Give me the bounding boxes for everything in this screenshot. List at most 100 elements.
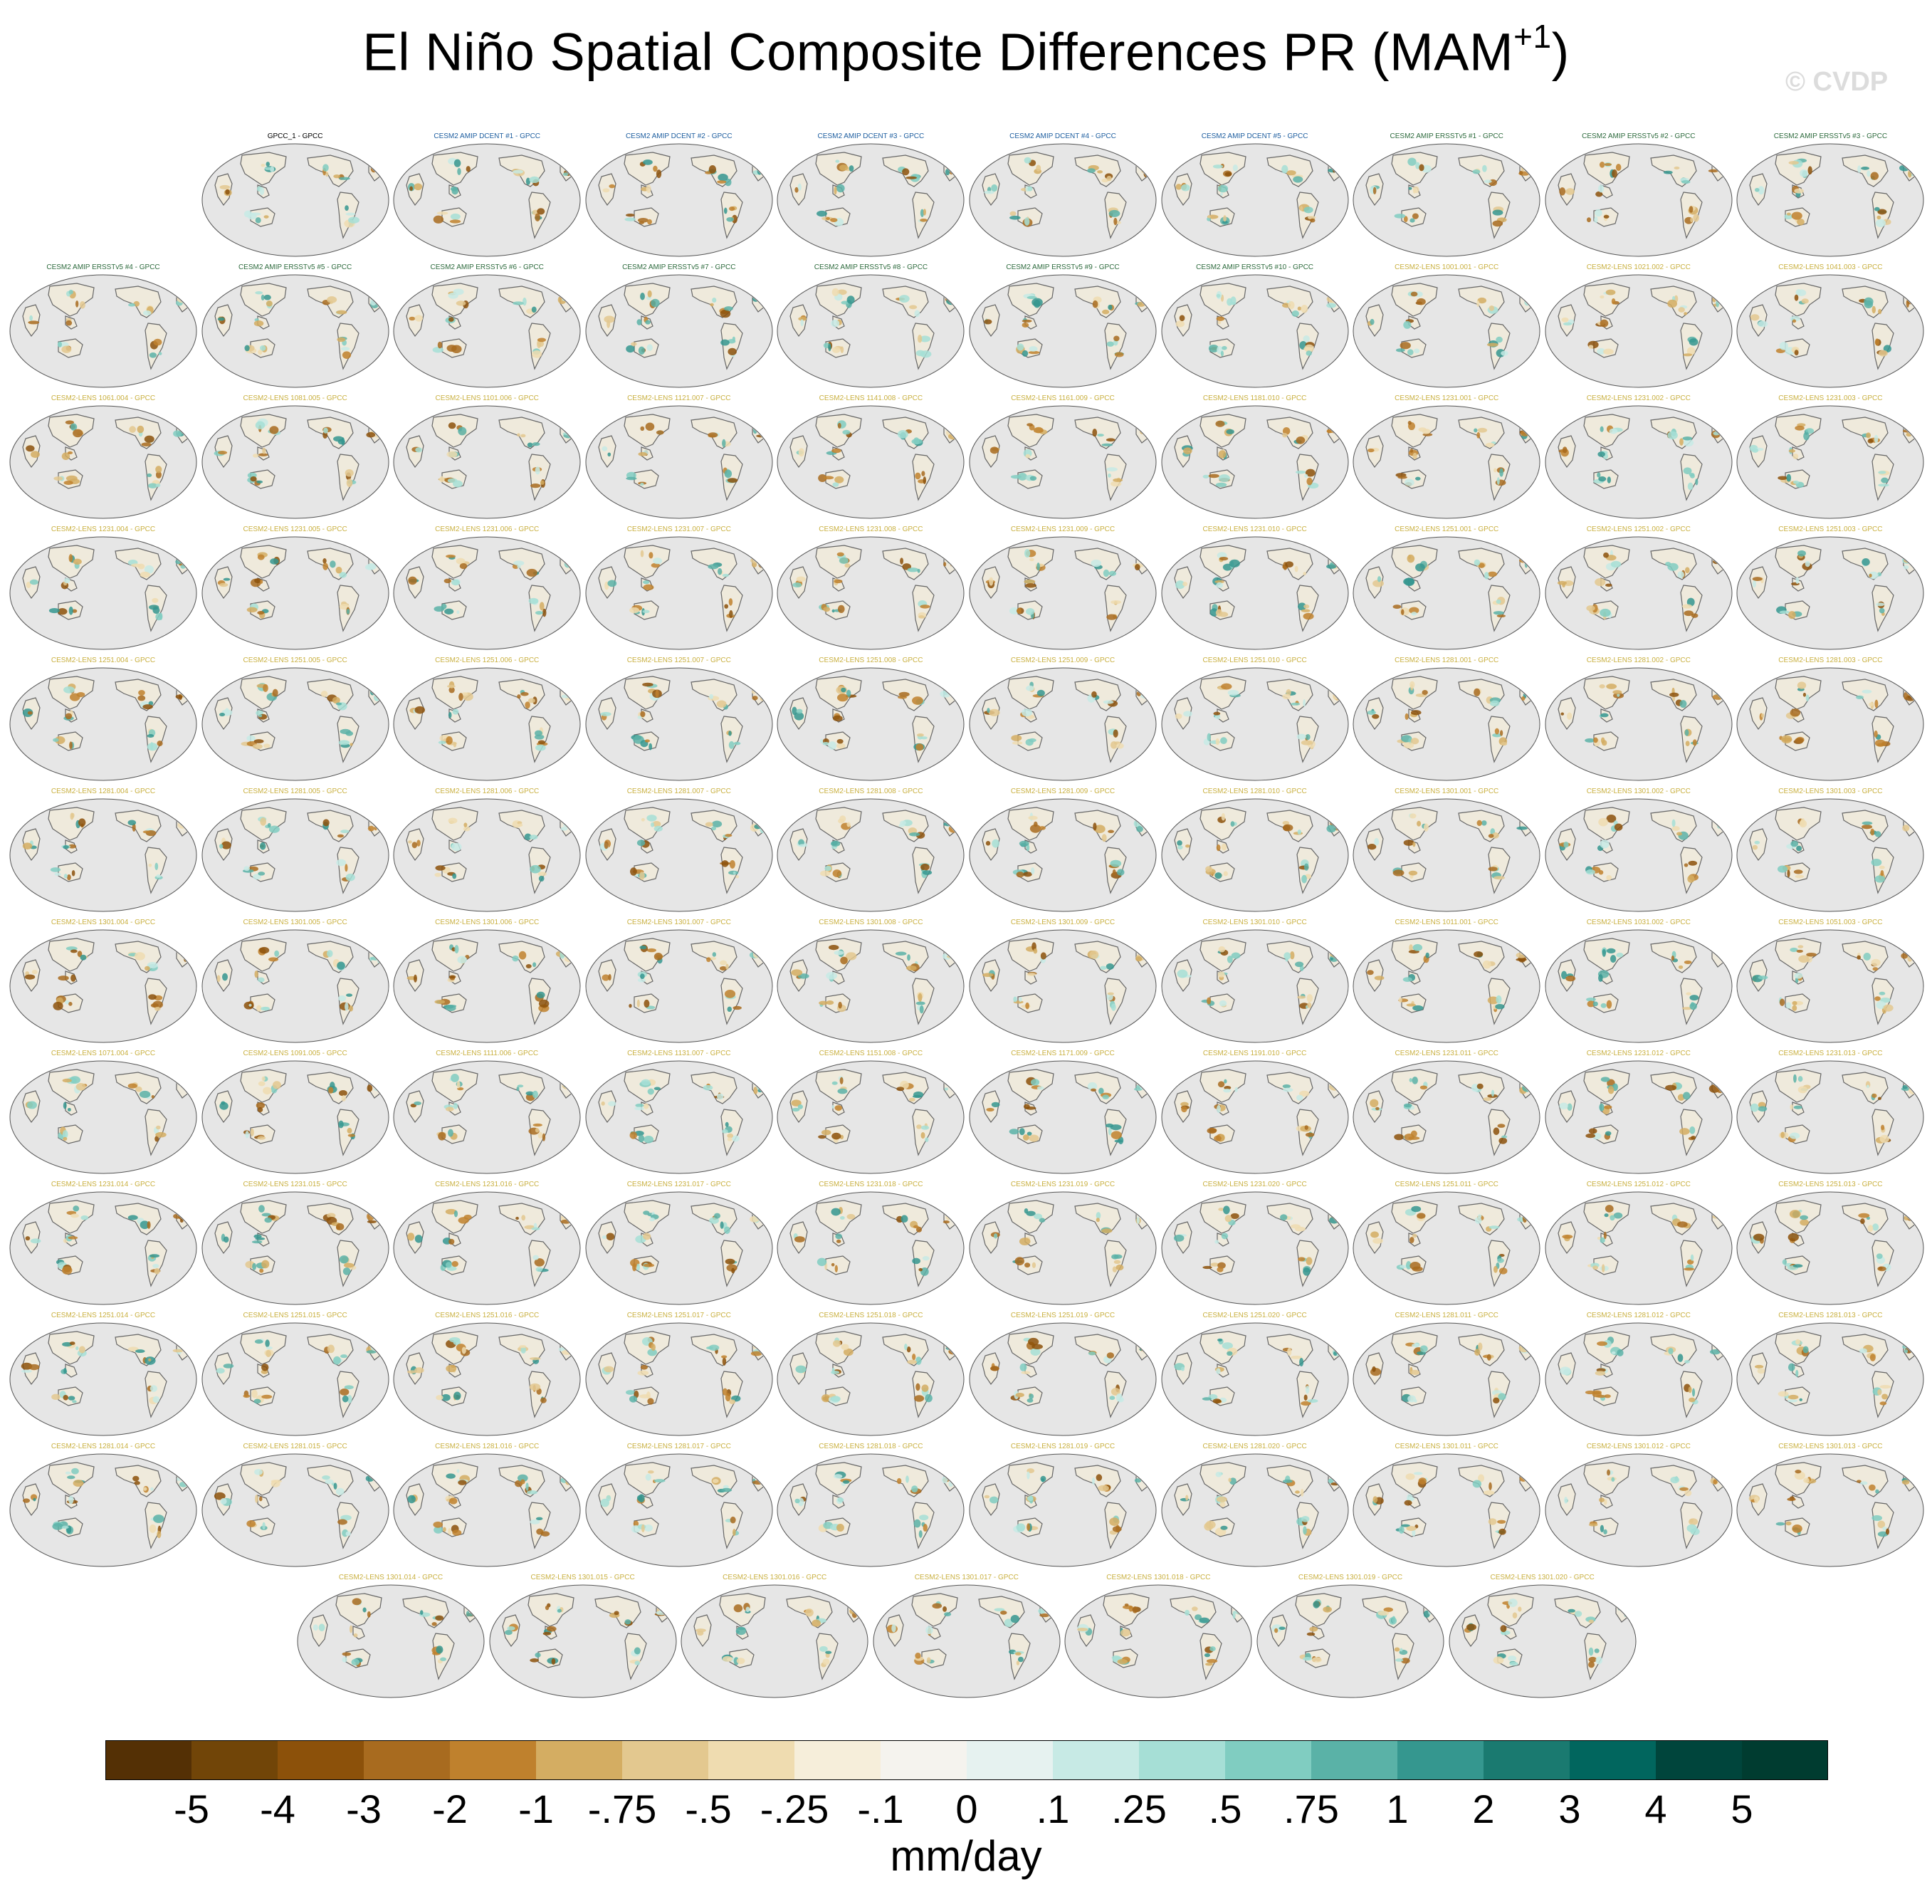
precip-anomaly-patch xyxy=(1109,1517,1120,1526)
precip-anomaly-patch xyxy=(1090,1088,1097,1092)
precip-anomaly-patch xyxy=(904,1343,908,1351)
map-globe xyxy=(201,274,389,388)
precip-anomaly-patch xyxy=(821,1394,831,1403)
map-globe xyxy=(1064,1584,1252,1698)
precip-anomaly-patch xyxy=(720,1355,728,1359)
land-area xyxy=(815,807,863,841)
precip-anomaly-patch xyxy=(1565,975,1575,982)
precip-anomaly-patch xyxy=(1412,213,1419,219)
precip-anomaly-patch xyxy=(733,741,741,746)
precip-anomaly-patch xyxy=(1209,1646,1217,1652)
precip-anomaly-patch xyxy=(1303,335,1310,342)
precip-anomaly-patch xyxy=(1202,1397,1212,1401)
precip-anomaly-patch xyxy=(1096,1212,1101,1220)
panel-map xyxy=(1736,143,1924,257)
precip-anomaly-patch xyxy=(1222,1088,1232,1093)
precip-anomaly-patch xyxy=(1594,1648,1600,1653)
precip-anomaly-patch xyxy=(150,1003,159,1008)
map-globe xyxy=(969,143,1157,257)
precip-anomaly-patch xyxy=(1009,607,1020,614)
precip-anomaly-patch xyxy=(65,420,74,425)
colorbar-tick-label: .75 xyxy=(1283,1787,1339,1831)
precip-anomaly-patch xyxy=(1296,995,1306,999)
map-globe xyxy=(1256,1584,1444,1698)
panel-title: CESM2-LENS 1231.020 - GPCC xyxy=(1202,1181,1307,1188)
precip-anomaly-patch xyxy=(1409,681,1415,689)
map-panel: CESM2-LENS 1251.019 - GPCC xyxy=(968,1312,1157,1437)
precip-anomaly-patch xyxy=(1687,482,1694,491)
precip-anomaly-patch xyxy=(253,1234,262,1239)
precip-anomaly-patch xyxy=(709,303,714,307)
precip-anomaly-patch xyxy=(261,1363,269,1371)
precip-anomaly-patch xyxy=(539,875,545,882)
precip-anomaly-patch xyxy=(1493,1127,1500,1136)
precip-anomaly-patch xyxy=(1607,476,1611,483)
precip-anomaly-patch xyxy=(432,347,444,353)
precip-anomaly-patch xyxy=(719,966,727,971)
precip-anomaly-patch xyxy=(836,1239,841,1243)
precip-anomaly-patch xyxy=(1805,560,1811,567)
land-area xyxy=(912,454,935,501)
precip-anomaly-patch xyxy=(1304,1125,1308,1130)
precip-anomaly-patch xyxy=(57,608,68,615)
precip-anomaly-patch xyxy=(1597,974,1603,982)
precip-anomaly-patch xyxy=(436,1395,443,1401)
map-globe xyxy=(297,1584,485,1698)
precip-anomaly-patch xyxy=(70,974,76,982)
land-area xyxy=(1103,1593,1150,1627)
precip-anomaly-patch xyxy=(831,840,841,847)
precip-anomaly-patch xyxy=(1879,991,1886,995)
precip-anomaly-patch xyxy=(1690,1528,1700,1535)
precip-anomaly-patch xyxy=(1208,474,1219,478)
land-area xyxy=(1017,993,1043,1013)
precip-anomaly-patch xyxy=(1021,1371,1031,1374)
precip-anomaly-patch xyxy=(1875,831,1881,837)
map-globe xyxy=(1545,1453,1733,1567)
precip-anomaly-patch xyxy=(1869,573,1873,578)
panel-map xyxy=(393,1322,581,1436)
precip-anomaly-patch xyxy=(1876,215,1881,220)
land-area xyxy=(22,1483,41,1517)
panel-title: CESM2-LENS 1301.011 - GPCC xyxy=(1395,1443,1498,1450)
precip-anomaly-patch xyxy=(267,822,271,828)
precip-anomaly-patch xyxy=(1394,1647,1400,1652)
precip-anomaly-patch xyxy=(824,865,832,872)
colorbar xyxy=(105,1740,1828,1780)
precip-anomaly-patch xyxy=(1493,468,1497,473)
precip-anomaly-patch xyxy=(1409,449,1414,453)
precip-anomaly-patch xyxy=(729,1399,735,1405)
precip-anomaly-patch xyxy=(638,346,645,355)
precip-anomaly-patch xyxy=(944,1087,949,1091)
precip-anomaly-patch xyxy=(1400,1648,1403,1652)
precip-anomaly-patch xyxy=(1302,572,1306,576)
precip-anomaly-patch xyxy=(558,1347,566,1351)
precip-anomaly-patch xyxy=(897,1477,902,1485)
panel-map xyxy=(969,1322,1157,1436)
precip-anomaly-patch xyxy=(907,954,911,961)
land-area xyxy=(1104,716,1127,763)
precip-anomaly-patch xyxy=(1370,1231,1380,1238)
precip-anomaly-patch xyxy=(607,452,611,457)
precip-anomaly-patch xyxy=(1787,212,1792,216)
precip-anomaly-patch xyxy=(65,320,73,326)
precip-anomaly-patch xyxy=(705,822,713,827)
map-globe xyxy=(585,1322,773,1436)
precip-anomaly-patch xyxy=(708,1217,719,1224)
precip-anomaly-patch xyxy=(1864,297,1874,306)
precip-anomaly-patch xyxy=(1497,1519,1506,1524)
map-panel: CESM2-LENS 1301.010 - GPCC xyxy=(1160,919,1350,1044)
precip-anomaly-patch xyxy=(1795,425,1805,431)
land-area xyxy=(1583,1069,1630,1103)
precip-anomaly-patch xyxy=(456,610,460,614)
precip-anomaly-patch xyxy=(1474,951,1484,958)
land-area xyxy=(1365,959,1384,993)
precip-anomaly-patch xyxy=(1594,577,1606,587)
precip-anomaly-patch xyxy=(1202,474,1209,478)
map-globe xyxy=(1736,143,1924,257)
precip-anomaly-patch xyxy=(448,1129,454,1137)
map-globe xyxy=(201,1322,389,1436)
precip-anomaly-patch xyxy=(437,341,443,349)
precip-anomaly-patch xyxy=(414,706,426,714)
map-globe xyxy=(1545,929,1733,1043)
land-area xyxy=(1199,152,1246,186)
